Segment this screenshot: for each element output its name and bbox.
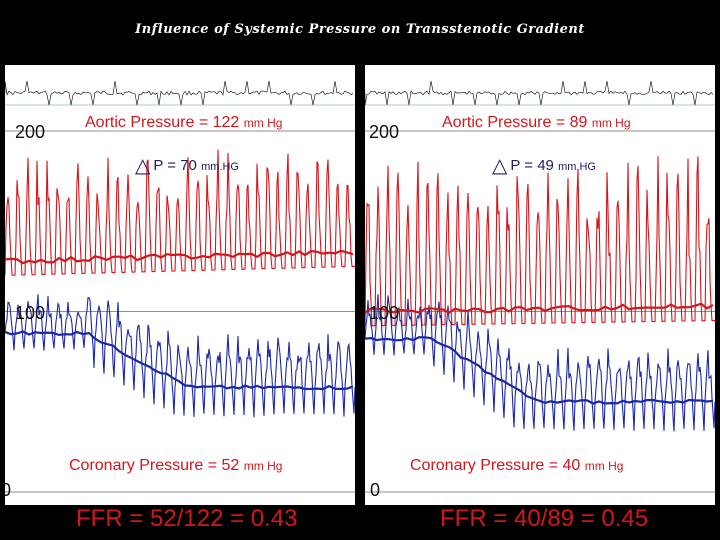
delta-pressure-label: △ P = 49 mm.HG bbox=[492, 155, 596, 177]
aortic-pressure-label: Aortic Pressure = 89 mm Hg bbox=[442, 114, 631, 131]
delta-icon: △ bbox=[492, 155, 508, 177]
coronary-mean-line bbox=[5, 330, 354, 391]
coronary-pressure-series bbox=[365, 294, 715, 432]
left-tracing-panel: 200 100 0 Aortic Pressure = 122 mm Hg △ P… bbox=[5, 65, 355, 505]
delta-pressure-label: △ P = 70 mm.HG bbox=[135, 155, 239, 177]
coronary-pressure-label: Coronary Pressure = 52 mm Hg bbox=[69, 457, 283, 474]
ecg-trace bbox=[365, 80, 714, 106]
aortic-pressure-label: Aortic Pressure = 122 mm Hg bbox=[85, 114, 283, 131]
ffr-left-label: FFR = 52/122 = 0.43 bbox=[76, 505, 298, 532]
aortic-mean-line bbox=[365, 302, 714, 314]
ffr-right-label: FFR = 40/89 = 0.45 bbox=[440, 505, 649, 532]
ecg-trace bbox=[5, 80, 354, 106]
y-tick-100: 100 bbox=[15, 303, 46, 323]
left-tracing-chart bbox=[5, 80, 355, 493]
slide-title: Influence of Systemic Pressure on Transs… bbox=[135, 22, 585, 37]
aortic-pressure-series bbox=[5, 149, 355, 276]
coronary-pressure-series bbox=[5, 294, 355, 418]
y-tick-200: 200 bbox=[15, 122, 46, 142]
y-tick-0: 0 bbox=[370, 480, 381, 500]
coronary-mean-line bbox=[365, 336, 714, 405]
right-tracing-chart bbox=[365, 80, 715, 493]
aortic-mean-line bbox=[5, 249, 354, 265]
y-tick-0: 0 bbox=[5, 480, 12, 500]
y-tick-100: 100 bbox=[369, 303, 400, 323]
right-tracing-panel: 200 100 0 Aortic Pressure = 89 mm Hg △ P … bbox=[365, 65, 715, 505]
delta-icon: △ bbox=[135, 155, 151, 177]
coronary-pressure-label: Coronary Pressure = 40 mm Hg bbox=[410, 457, 624, 474]
aortic-pressure-series bbox=[365, 156, 715, 327]
y-tick-200: 200 bbox=[369, 122, 400, 142]
